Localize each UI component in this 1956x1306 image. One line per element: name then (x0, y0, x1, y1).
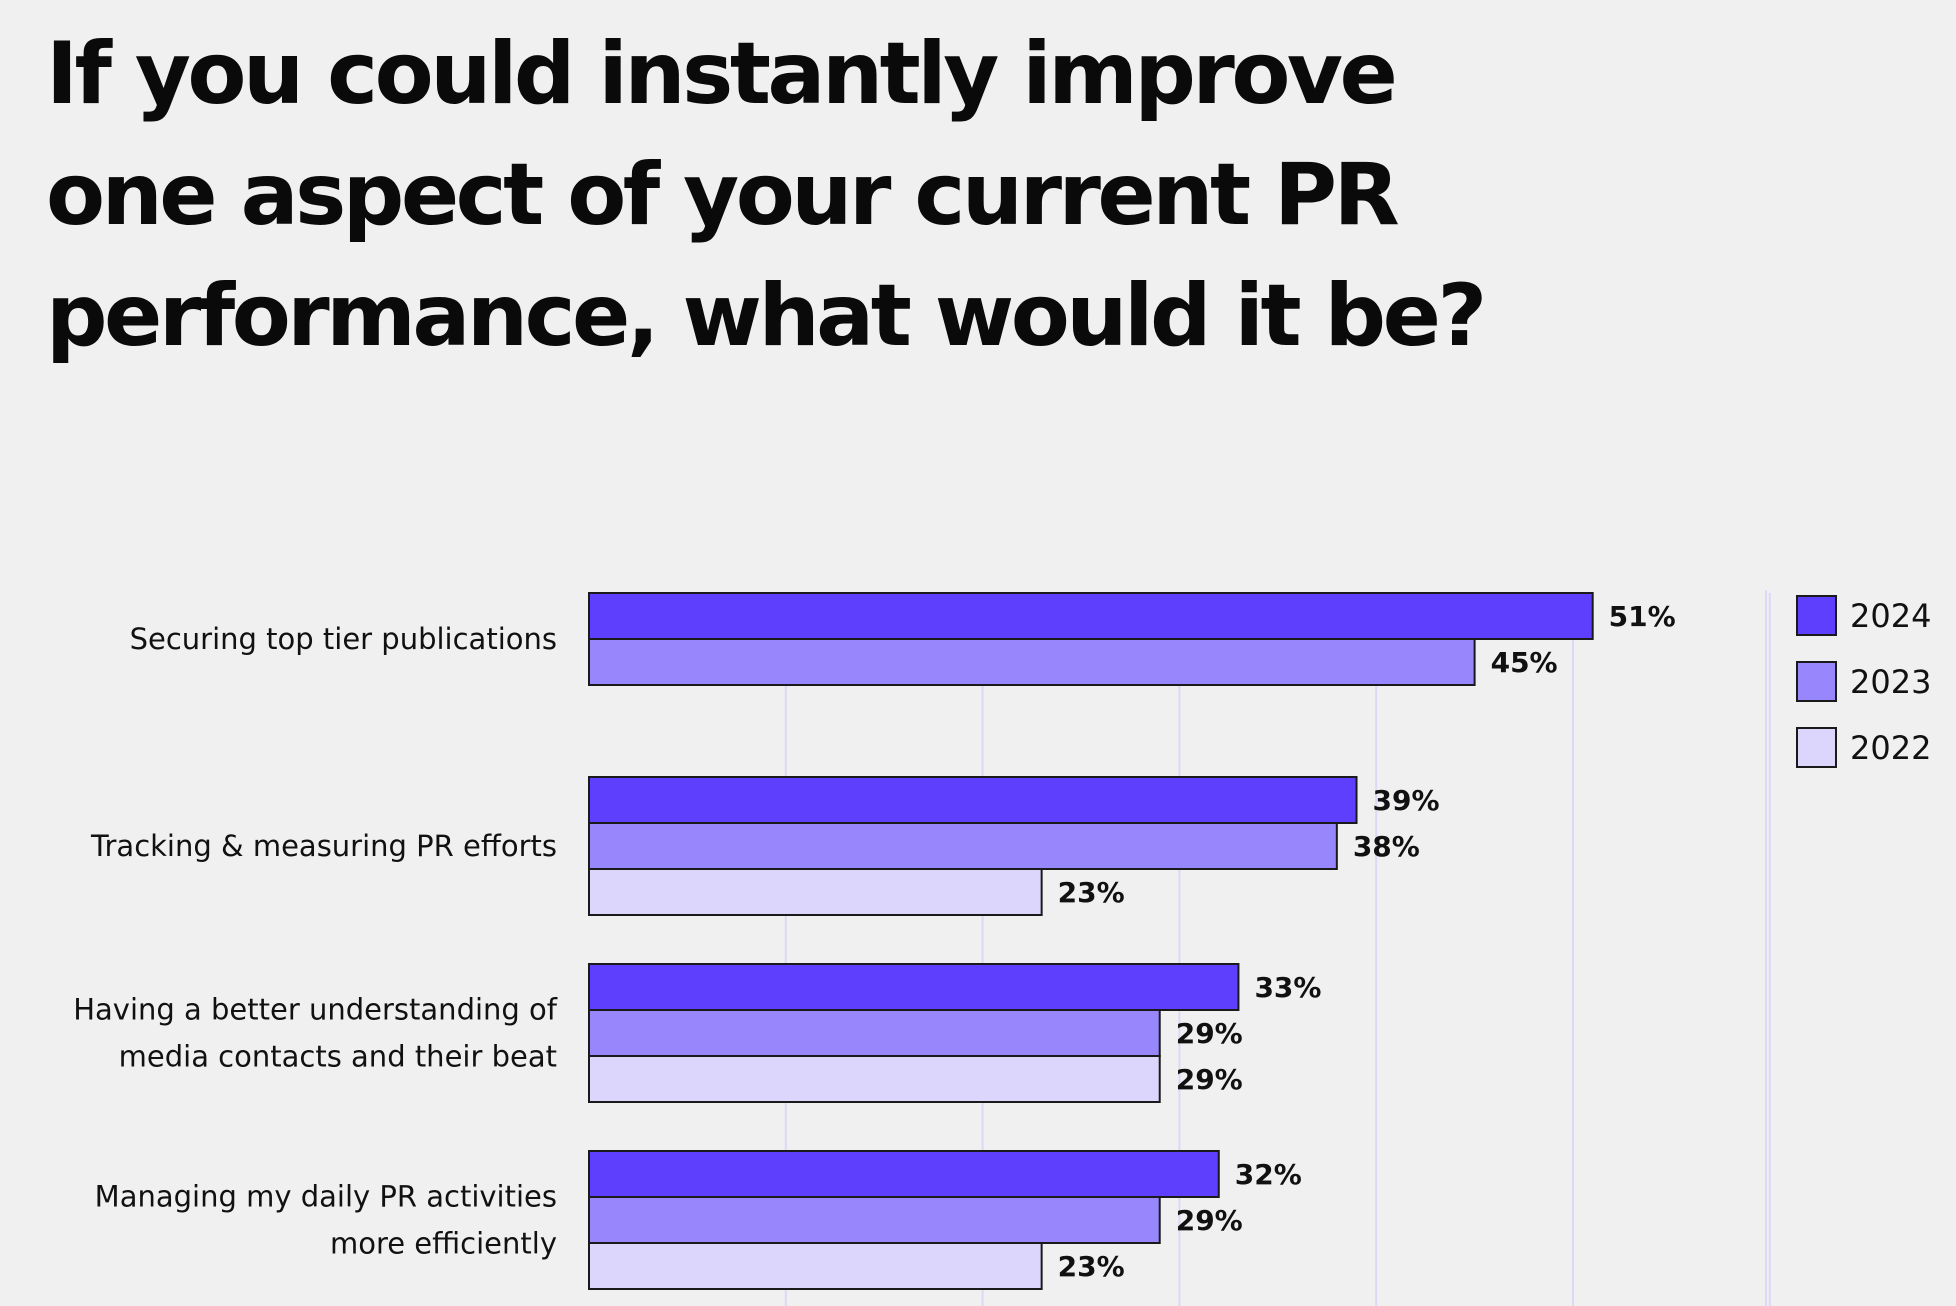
value-label-2023-cat-3: 29% (1176, 1017, 1243, 1050)
bar-2022-cat-3 (588, 1055, 1161, 1103)
value-labels: 51% 45% 39% 38% 23% 33% 29% 29% 32% 29% 23% (1058, 600, 1676, 1283)
category-label-3-line-2: media contacts and their beat (119, 1040, 557, 1074)
chart-title: If you could instantly improve one aspec… (46, 14, 1546, 377)
title-line-1: If you could instantly improve (46, 24, 1398, 124)
bar-2024-cat-4 (588, 1150, 1220, 1198)
legend-swatch-2023 (1796, 661, 1837, 702)
bar-2024-cat-2 (588, 776, 1358, 824)
value-label-2022-cat-3: 29% (1176, 1063, 1243, 1096)
category-label-2-line-1: Tracking & measuring PR efforts (90, 829, 557, 863)
bars (588, 592, 1594, 1290)
title-line-3: performance, what would it be? (46, 266, 1487, 366)
value-label-2024-cat-2: 39% (1373, 784, 1440, 817)
value-label-2024-cat-3: 33% (1254, 971, 1321, 1004)
category-label-1-line-1: Securing top tier publications (130, 622, 557, 656)
legend-swatch-2022 (1796, 727, 1837, 768)
title-line-2: one aspect of your current PR (46, 145, 1400, 245)
legend-swatch-2024 (1796, 595, 1837, 636)
category-labels: Securing top tier publications Tracking &… (73, 622, 558, 1261)
value-label-2022-cat-2: 23% (1058, 876, 1125, 909)
value-label-2023-cat-1: 45% (1491, 646, 1558, 679)
bar-2024-cat-3 (588, 963, 1240, 1011)
bar-2023-cat-3 (588, 1009, 1161, 1057)
bar-2024-cat-1 (588, 592, 1594, 640)
value-label-2023-cat-2: 38% (1353, 830, 1420, 863)
legend-label-2023: 2023 (1850, 663, 1931, 701)
category-label-3-line-1: Having a better understanding of (73, 993, 558, 1027)
category-label-4-line-1: Managing my daily PR activities (95, 1180, 557, 1214)
bar-2022-cat-2 (588, 868, 1043, 916)
bar-2023-cat-1 (588, 638, 1476, 686)
value-label-2022-cat-4: 23% (1058, 1250, 1125, 1283)
bar-2023-cat-2 (588, 822, 1338, 870)
category-label-4-line-2: more efficiently (330, 1227, 557, 1261)
value-label-2024-cat-1: 51% (1609, 600, 1676, 633)
legend: 2024 2023 2022 (1796, 595, 1931, 768)
legend-label-2022: 2022 (1850, 729, 1931, 767)
bar-2022-cat-4 (588, 1242, 1043, 1290)
value-label-2024-cat-4: 32% (1235, 1158, 1302, 1191)
value-label-2023-cat-4: 29% (1176, 1204, 1243, 1237)
bar-2023-cat-4 (588, 1196, 1161, 1244)
legend-label-2024: 2024 (1850, 597, 1931, 635)
